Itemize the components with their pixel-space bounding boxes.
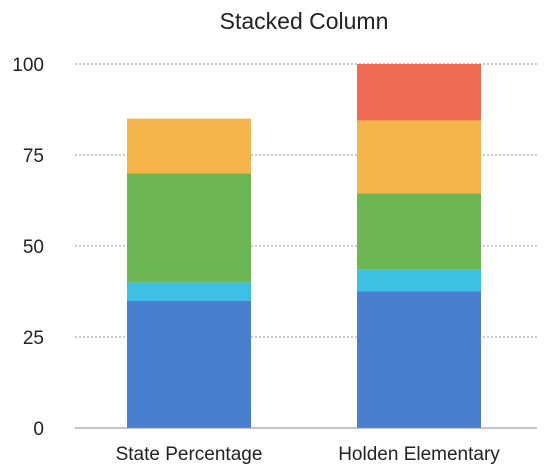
x-axis-category-labels: State Percentage Holden Elementary — [116, 444, 501, 465]
bar-segment — [127, 282, 251, 301]
x-category-label: Holden Elementary — [338, 444, 500, 465]
bar-segment — [127, 173, 251, 283]
y-tick-label: 75 — [23, 146, 44, 167]
bar-segment — [357, 193, 481, 270]
bars — [127, 64, 481, 428]
bar-segment — [357, 120, 481, 194]
x-category-label: State Percentage — [116, 444, 263, 465]
bar-segment — [127, 118, 251, 174]
bar-segment — [127, 300, 251, 428]
bar-segment — [357, 291, 481, 428]
y-tick-label: 50 — [23, 237, 44, 258]
bar-segment — [357, 269, 481, 292]
y-tick-label: 25 — [23, 328, 44, 349]
y-tick-label: 0 — [33, 419, 44, 440]
bar-segment — [357, 64, 481, 121]
y-tick-label: 100 — [12, 55, 44, 76]
chart-title: Stacked Column — [220, 8, 389, 34]
y-axis-tick-labels: 0 25 50 75 100 — [12, 55, 44, 440]
